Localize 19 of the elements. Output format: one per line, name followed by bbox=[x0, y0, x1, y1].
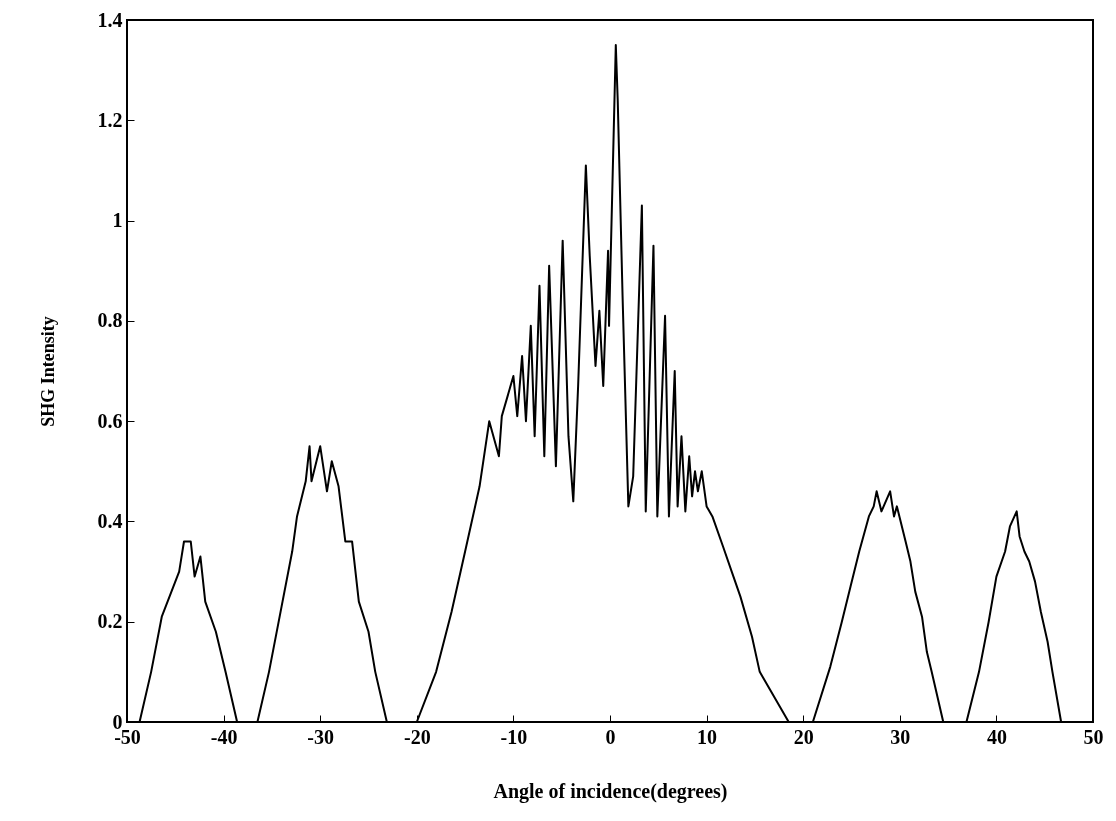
x-tick-label: -30 bbox=[307, 725, 335, 748]
x-tick-label: 30 bbox=[890, 725, 911, 748]
y-tick-label: 0.2 bbox=[97, 610, 123, 633]
x-tick-label: 50 bbox=[1083, 725, 1104, 748]
y-tick-label: 1 bbox=[112, 209, 123, 232]
x-tick-label: 0 bbox=[605, 725, 616, 748]
x-axis-title: Angle of incidence(degrees) bbox=[493, 779, 728, 803]
x-tick-label: 40 bbox=[986, 725, 1007, 748]
y-tick-label: 0.4 bbox=[97, 509, 123, 532]
x-tick-label: 20 bbox=[793, 725, 814, 748]
x-tick-label: -20 bbox=[403, 725, 431, 748]
y-tick-label: 0.6 bbox=[97, 409, 123, 432]
y-tick-label: 1.4 bbox=[97, 8, 123, 31]
y-tick-label: 1.2 bbox=[97, 108, 123, 131]
x-tick-label: -10 bbox=[500, 725, 528, 748]
x-tick-label: -40 bbox=[210, 725, 238, 748]
x-tick-label: 10 bbox=[697, 725, 718, 748]
y-axis-title: SHG Intensity bbox=[37, 316, 58, 427]
y-tick-label: 0.8 bbox=[97, 309, 123, 332]
